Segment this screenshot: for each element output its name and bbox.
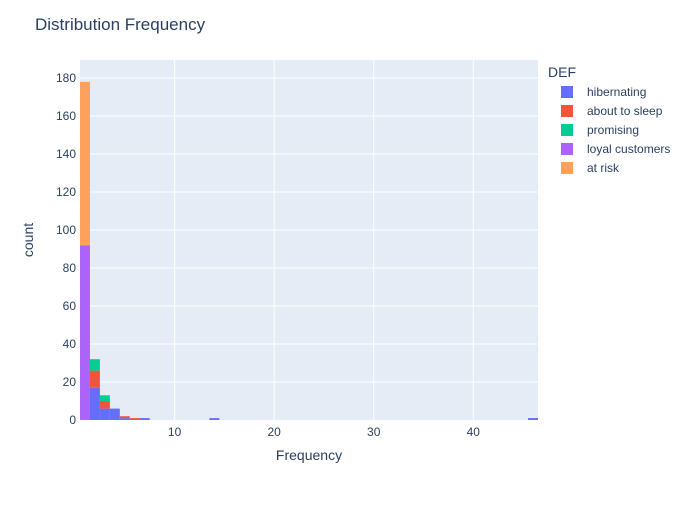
legend-label: about to sleep bbox=[587, 104, 663, 118]
legend-item-hibernating[interactable]: hibernating bbox=[561, 85, 646, 99]
bar-hibernating[interactable] bbox=[139, 418, 150, 420]
legend-swatch bbox=[561, 124, 573, 136]
y-tick-label: 40 bbox=[63, 337, 77, 351]
bar-loyal-customers[interactable] bbox=[80, 245, 90, 420]
bar-about-to-sleep[interactable] bbox=[89, 370, 100, 388]
x-axis-title: Frequency bbox=[276, 447, 342, 463]
legend-swatch bbox=[561, 86, 573, 98]
bar-hibernating[interactable] bbox=[209, 418, 220, 420]
legend-item-promising[interactable]: promising bbox=[561, 123, 639, 137]
y-tick-label: 120 bbox=[56, 185, 76, 199]
chart-title: Distribution Frequency bbox=[35, 15, 206, 34]
legend-label: at risk bbox=[587, 161, 620, 175]
y-axis-title: count bbox=[20, 223, 36, 257]
y-tick-label: 60 bbox=[63, 299, 77, 313]
bars bbox=[80, 81, 538, 420]
y-tick-label: 0 bbox=[69, 413, 76, 427]
x-tick-label: 40 bbox=[467, 425, 481, 439]
x-tick-label: 30 bbox=[367, 425, 381, 439]
y-tick-label: 140 bbox=[56, 147, 76, 161]
bar-at-risk[interactable] bbox=[80, 81, 90, 246]
bar-about-to-sleep[interactable] bbox=[99, 401, 110, 409]
bar-promising[interactable] bbox=[99, 395, 110, 402]
legend-item-at-risk[interactable]: at risk bbox=[561, 161, 620, 175]
legend-title: DEF bbox=[548, 64, 576, 80]
legend-label: hibernating bbox=[587, 85, 646, 99]
legend-item-about-to-sleep[interactable]: about to sleep bbox=[561, 104, 663, 118]
y-tick-label: 20 bbox=[63, 375, 77, 389]
x-axis-ticks: 10 20 30 40 bbox=[168, 425, 480, 439]
legend-item-loyal-customers[interactable]: loyal customers bbox=[561, 142, 670, 156]
legend-swatch bbox=[561, 105, 573, 117]
y-tick-label: 180 bbox=[56, 71, 76, 85]
bar-hibernating[interactable] bbox=[528, 418, 538, 420]
bar-hibernating[interactable] bbox=[119, 418, 130, 420]
legend-label: promising bbox=[587, 123, 639, 137]
gridlines bbox=[80, 60, 538, 420]
legend-swatch bbox=[561, 143, 573, 155]
plot-area bbox=[80, 60, 538, 420]
bar-hibernating[interactable] bbox=[109, 408, 120, 420]
x-tick-label: 20 bbox=[267, 425, 281, 439]
y-tick-label: 160 bbox=[56, 109, 76, 123]
bar-hibernating[interactable] bbox=[99, 408, 110, 420]
legend-label: loyal customers bbox=[587, 142, 670, 156]
bar-hibernating[interactable] bbox=[89, 387, 100, 420]
bar-about-to-sleep[interactable] bbox=[129, 418, 140, 420]
y-tick-label: 80 bbox=[63, 261, 77, 275]
bar-promising[interactable] bbox=[89, 359, 100, 371]
y-tick-label: 100 bbox=[56, 223, 76, 237]
x-tick-label: 10 bbox=[168, 425, 182, 439]
bar-about-to-sleep[interactable] bbox=[119, 416, 130, 419]
legend-swatch bbox=[561, 162, 573, 174]
y-axis-ticks: 0 20 40 60 80 100 120 140 160 180 bbox=[56, 71, 76, 427]
legend[interactable]: DEF hibernating about to sleep promising lo… bbox=[548, 64, 670, 175]
